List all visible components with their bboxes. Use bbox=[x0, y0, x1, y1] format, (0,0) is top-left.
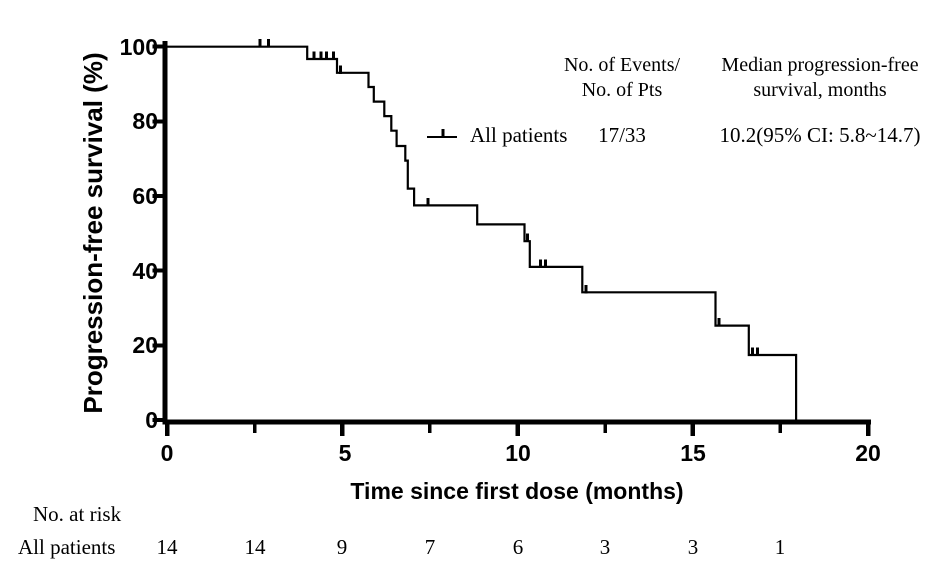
legend-median-value: 10.2(95% CI: 5.8~14.7) bbox=[719, 123, 921, 147]
x-tick-5: 5 bbox=[338, 440, 352, 466]
y-tick-20: 20 bbox=[132, 332, 158, 358]
y-tick-80: 80 bbox=[132, 108, 158, 134]
risk-count-0: 14 bbox=[156, 535, 178, 559]
legend-events-header: No. of Events/ No. of Pts bbox=[512, 53, 732, 103]
risk-count-3: 7 bbox=[424, 535, 436, 559]
y-tick-0: 0 bbox=[145, 407, 158, 433]
risk-count-1: 14 bbox=[244, 535, 266, 559]
risk-count-7: 1 bbox=[774, 535, 786, 559]
y-tick-40: 40 bbox=[132, 258, 158, 284]
risk-count-4: 6 bbox=[512, 535, 524, 559]
risk-row-label: All patients bbox=[18, 535, 116, 559]
legend-series-label: All patients bbox=[470, 123, 568, 147]
x-tick-20: 20 bbox=[855, 440, 881, 466]
x-tick-15: 15 bbox=[680, 440, 706, 466]
legend-events-value: 17/33 bbox=[598, 123, 646, 147]
x-tick-0: 0 bbox=[160, 440, 174, 466]
y-tick-100: 100 bbox=[119, 34, 158, 60]
legend-events-header-line1: No. of Events/ bbox=[563, 54, 681, 76]
y-axis-title: Progression-free survival (%) bbox=[78, 52, 108, 414]
legend-events-header-line2: No. of Pts bbox=[581, 79, 663, 101]
risk-count-6: 3 bbox=[687, 535, 699, 559]
x-axis-title: Time since first dose (months) bbox=[350, 478, 684, 504]
risk-count-2: 9 bbox=[336, 535, 348, 559]
y-tick-60: 60 bbox=[132, 183, 158, 209]
legend-median-header: Median progression-free survival, months bbox=[688, 53, 931, 103]
risk-table-title: No. at risk bbox=[33, 502, 122, 526]
legend-median-header-line1: Median progression-free bbox=[721, 54, 919, 76]
risk-count-5: 3 bbox=[599, 535, 611, 559]
x-tick-10: 10 bbox=[505, 440, 531, 466]
legend-median-header-line2: survival, months bbox=[753, 79, 887, 101]
